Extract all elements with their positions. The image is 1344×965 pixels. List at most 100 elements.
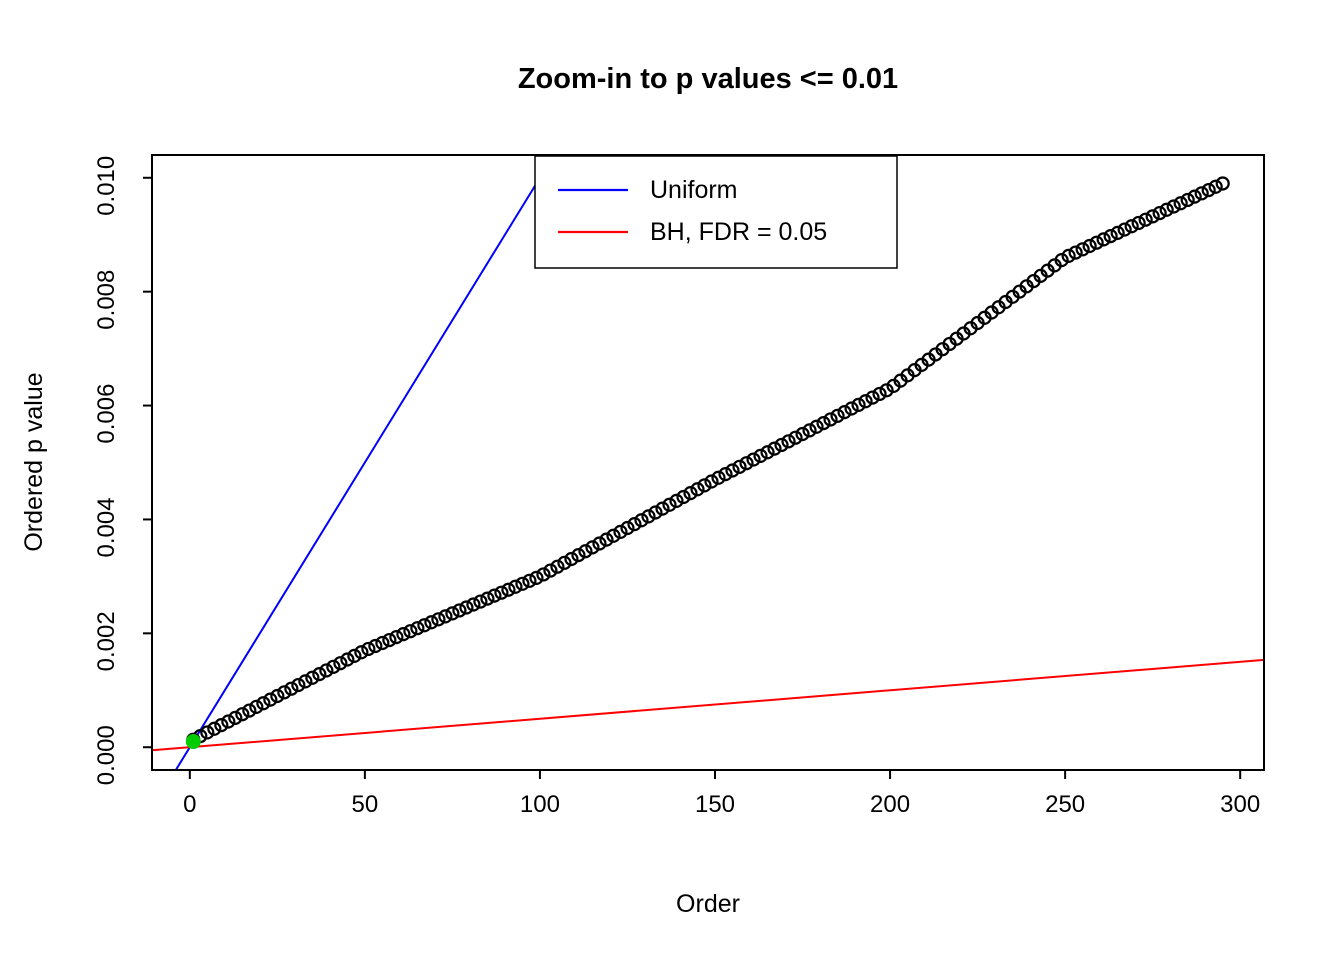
- reference-lines: [152, 155, 1264, 770]
- legend-uniform-label: Uniform: [650, 176, 738, 204]
- legend: Uniform BH, FDR = 0.05: [534, 155, 898, 269]
- data-point: [214, 718, 229, 733]
- data-point: [424, 615, 439, 630]
- data-point: [809, 419, 824, 434]
- x-tick-label: 300: [1220, 791, 1260, 818]
- data-point: [627, 517, 642, 532]
- data-point: [879, 383, 894, 398]
- data-points: [185, 176, 1230, 750]
- data-point: [669, 493, 684, 508]
- data-point: [599, 532, 614, 547]
- data-point: [620, 520, 635, 536]
- data-point: [382, 632, 397, 648]
- data-point: [466, 597, 481, 612]
- data-point: [851, 397, 866, 412]
- data-point: [1082, 238, 1097, 254]
- data-point: [536, 567, 551, 582]
- data-point: [291, 677, 306, 693]
- data-point: [690, 482, 705, 497]
- data-point: [578, 544, 593, 559]
- y-axis-ticks: 0.000 0.002 0.004 0.006 0.008 0.010: [93, 156, 152, 785]
- plot-box: [151, 154, 1265, 771]
- data-point: [200, 725, 215, 740]
- data-point: [515, 576, 530, 591]
- data-point: [333, 656, 348, 671]
- data-point: [592, 536, 607, 551]
- data-point: [494, 585, 509, 600]
- x-tick-label: 50: [352, 791, 379, 818]
- data-point: [221, 714, 236, 729]
- data-point: [319, 663, 334, 678]
- data-point: [1215, 176, 1230, 191]
- data-point: [585, 540, 600, 555]
- y-tick-label: 0.000: [93, 725, 120, 785]
- data-point: [452, 603, 467, 618]
- data-point: [816, 415, 831, 431]
- x-tick-label: 150: [695, 791, 735, 818]
- data-point: [263, 692, 278, 707]
- x-tick-label: 100: [520, 791, 560, 818]
- data-point: [431, 612, 446, 627]
- data-point: [1194, 186, 1209, 201]
- data-point: [732, 459, 747, 474]
- data-point: [1054, 253, 1069, 268]
- y-tick-label: 0.002: [93, 611, 120, 671]
- data-point: [298, 674, 313, 689]
- data-point: [865, 390, 880, 405]
- data-point: [550, 559, 565, 574]
- data-point: [781, 434, 796, 449]
- data-point: [683, 486, 698, 501]
- data-point: [858, 394, 873, 409]
- data-point: [1152, 205, 1167, 221]
- data-point: [648, 505, 663, 520]
- data-point: [676, 489, 691, 505]
- data-point: [823, 412, 838, 427]
- data-point: [711, 470, 726, 485]
- data-point: [1103, 228, 1118, 244]
- y-tick-label: 0.008: [93, 270, 120, 330]
- data-point: [788, 430, 803, 445]
- data-point: [284, 681, 299, 696]
- data-point: [1117, 222, 1132, 237]
- data-point: [508, 579, 523, 594]
- data-point: [844, 401, 859, 416]
- data-point: [417, 618, 432, 633]
- data-point: [1110, 225, 1125, 240]
- data-point: [760, 445, 775, 460]
- data-point: [662, 497, 677, 512]
- data-point: [1145, 209, 1160, 224]
- data-point: [655, 501, 670, 516]
- y-axis-label: Ordered p value: [20, 372, 48, 551]
- data-point: [1180, 192, 1195, 208]
- data-point: [718, 467, 733, 482]
- data-point: [795, 426, 810, 442]
- data-point: [480, 591, 495, 606]
- x-tick-label: 0: [183, 791, 196, 818]
- data-point: [837, 405, 852, 420]
- data-point: [774, 437, 789, 453]
- data-point: [361, 641, 376, 657]
- data-point: [228, 710, 243, 725]
- x-tick-label: 250: [1045, 791, 1085, 818]
- data-point: [746, 452, 761, 467]
- x-axis-ticks: 0 50 100 150 200 250 300: [183, 770, 1260, 818]
- bh-fdr-line: [152, 658, 1264, 752]
- data-point: [1124, 219, 1139, 234]
- data-point: [1159, 202, 1174, 217]
- data-point: [249, 699, 264, 715]
- data-point: [354, 645, 369, 660]
- data-point: [1068, 245, 1083, 260]
- data-point: [641, 509, 656, 524]
- data-point: [487, 588, 502, 603]
- data-point: [606, 528, 621, 543]
- data-point: [1061, 248, 1076, 263]
- data-point: [1096, 232, 1111, 247]
- data-point: [739, 456, 754, 471]
- data-point: [802, 423, 817, 438]
- x-tick-label: 200: [870, 791, 910, 818]
- data-point: [1173, 196, 1188, 211]
- data-point: [1166, 199, 1181, 214]
- data-point: [445, 606, 460, 621]
